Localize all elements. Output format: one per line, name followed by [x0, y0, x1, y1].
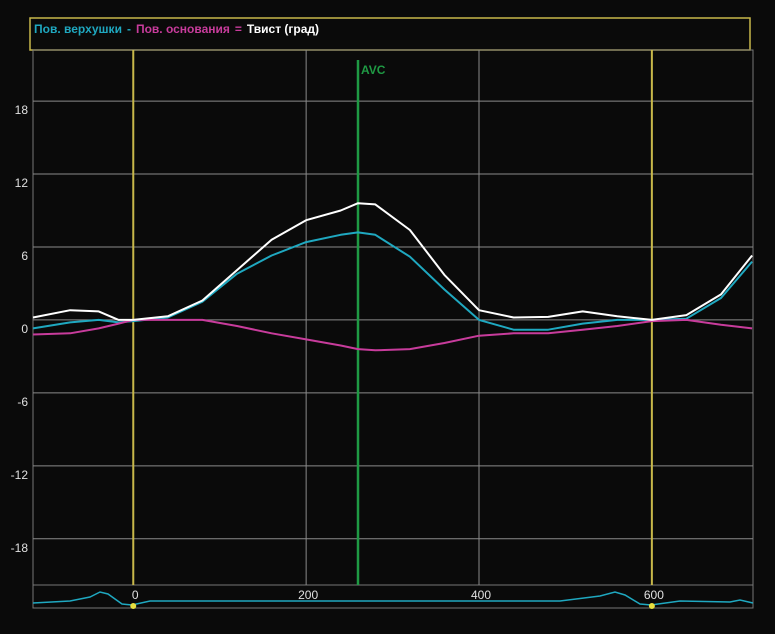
legend-entry: Пов. верхушки: [34, 22, 122, 36]
y-tick-label: 12: [15, 176, 29, 190]
x-tick-label: 600: [644, 588, 664, 602]
x-tick-label: 200: [298, 588, 318, 602]
x-tick-label: 400: [471, 588, 491, 602]
labels: 18 12 6 0 -6 -12 -18 0 200 400 600 AVC Пов. верхушки…: [11, 22, 665, 602]
y-tick-label: 6: [21, 249, 28, 263]
y-tick-label: 0: [21, 322, 28, 336]
series-line: [32, 202, 753, 321]
legend-entry: Пов. основания: [136, 22, 230, 36]
y-tick-label: -18: [11, 541, 29, 555]
legend-operator: =: [235, 22, 242, 36]
legend-operator: -: [127, 22, 131, 36]
ecg-strip: [32, 584, 754, 609]
legend-entry: Твист (град): [247, 22, 319, 36]
x-tick-label: 0: [132, 588, 139, 602]
marker-dot: [648, 603, 655, 609]
ecg-trace: [32, 591, 754, 606]
y-tick-label: 18: [15, 103, 29, 117]
marks: [32, 202, 753, 352]
annotation-label: AVC: [361, 63, 386, 77]
marker-dot: [130, 603, 137, 609]
y-tick-label: -12: [11, 468, 29, 482]
y-tick-label: -6: [17, 395, 28, 409]
